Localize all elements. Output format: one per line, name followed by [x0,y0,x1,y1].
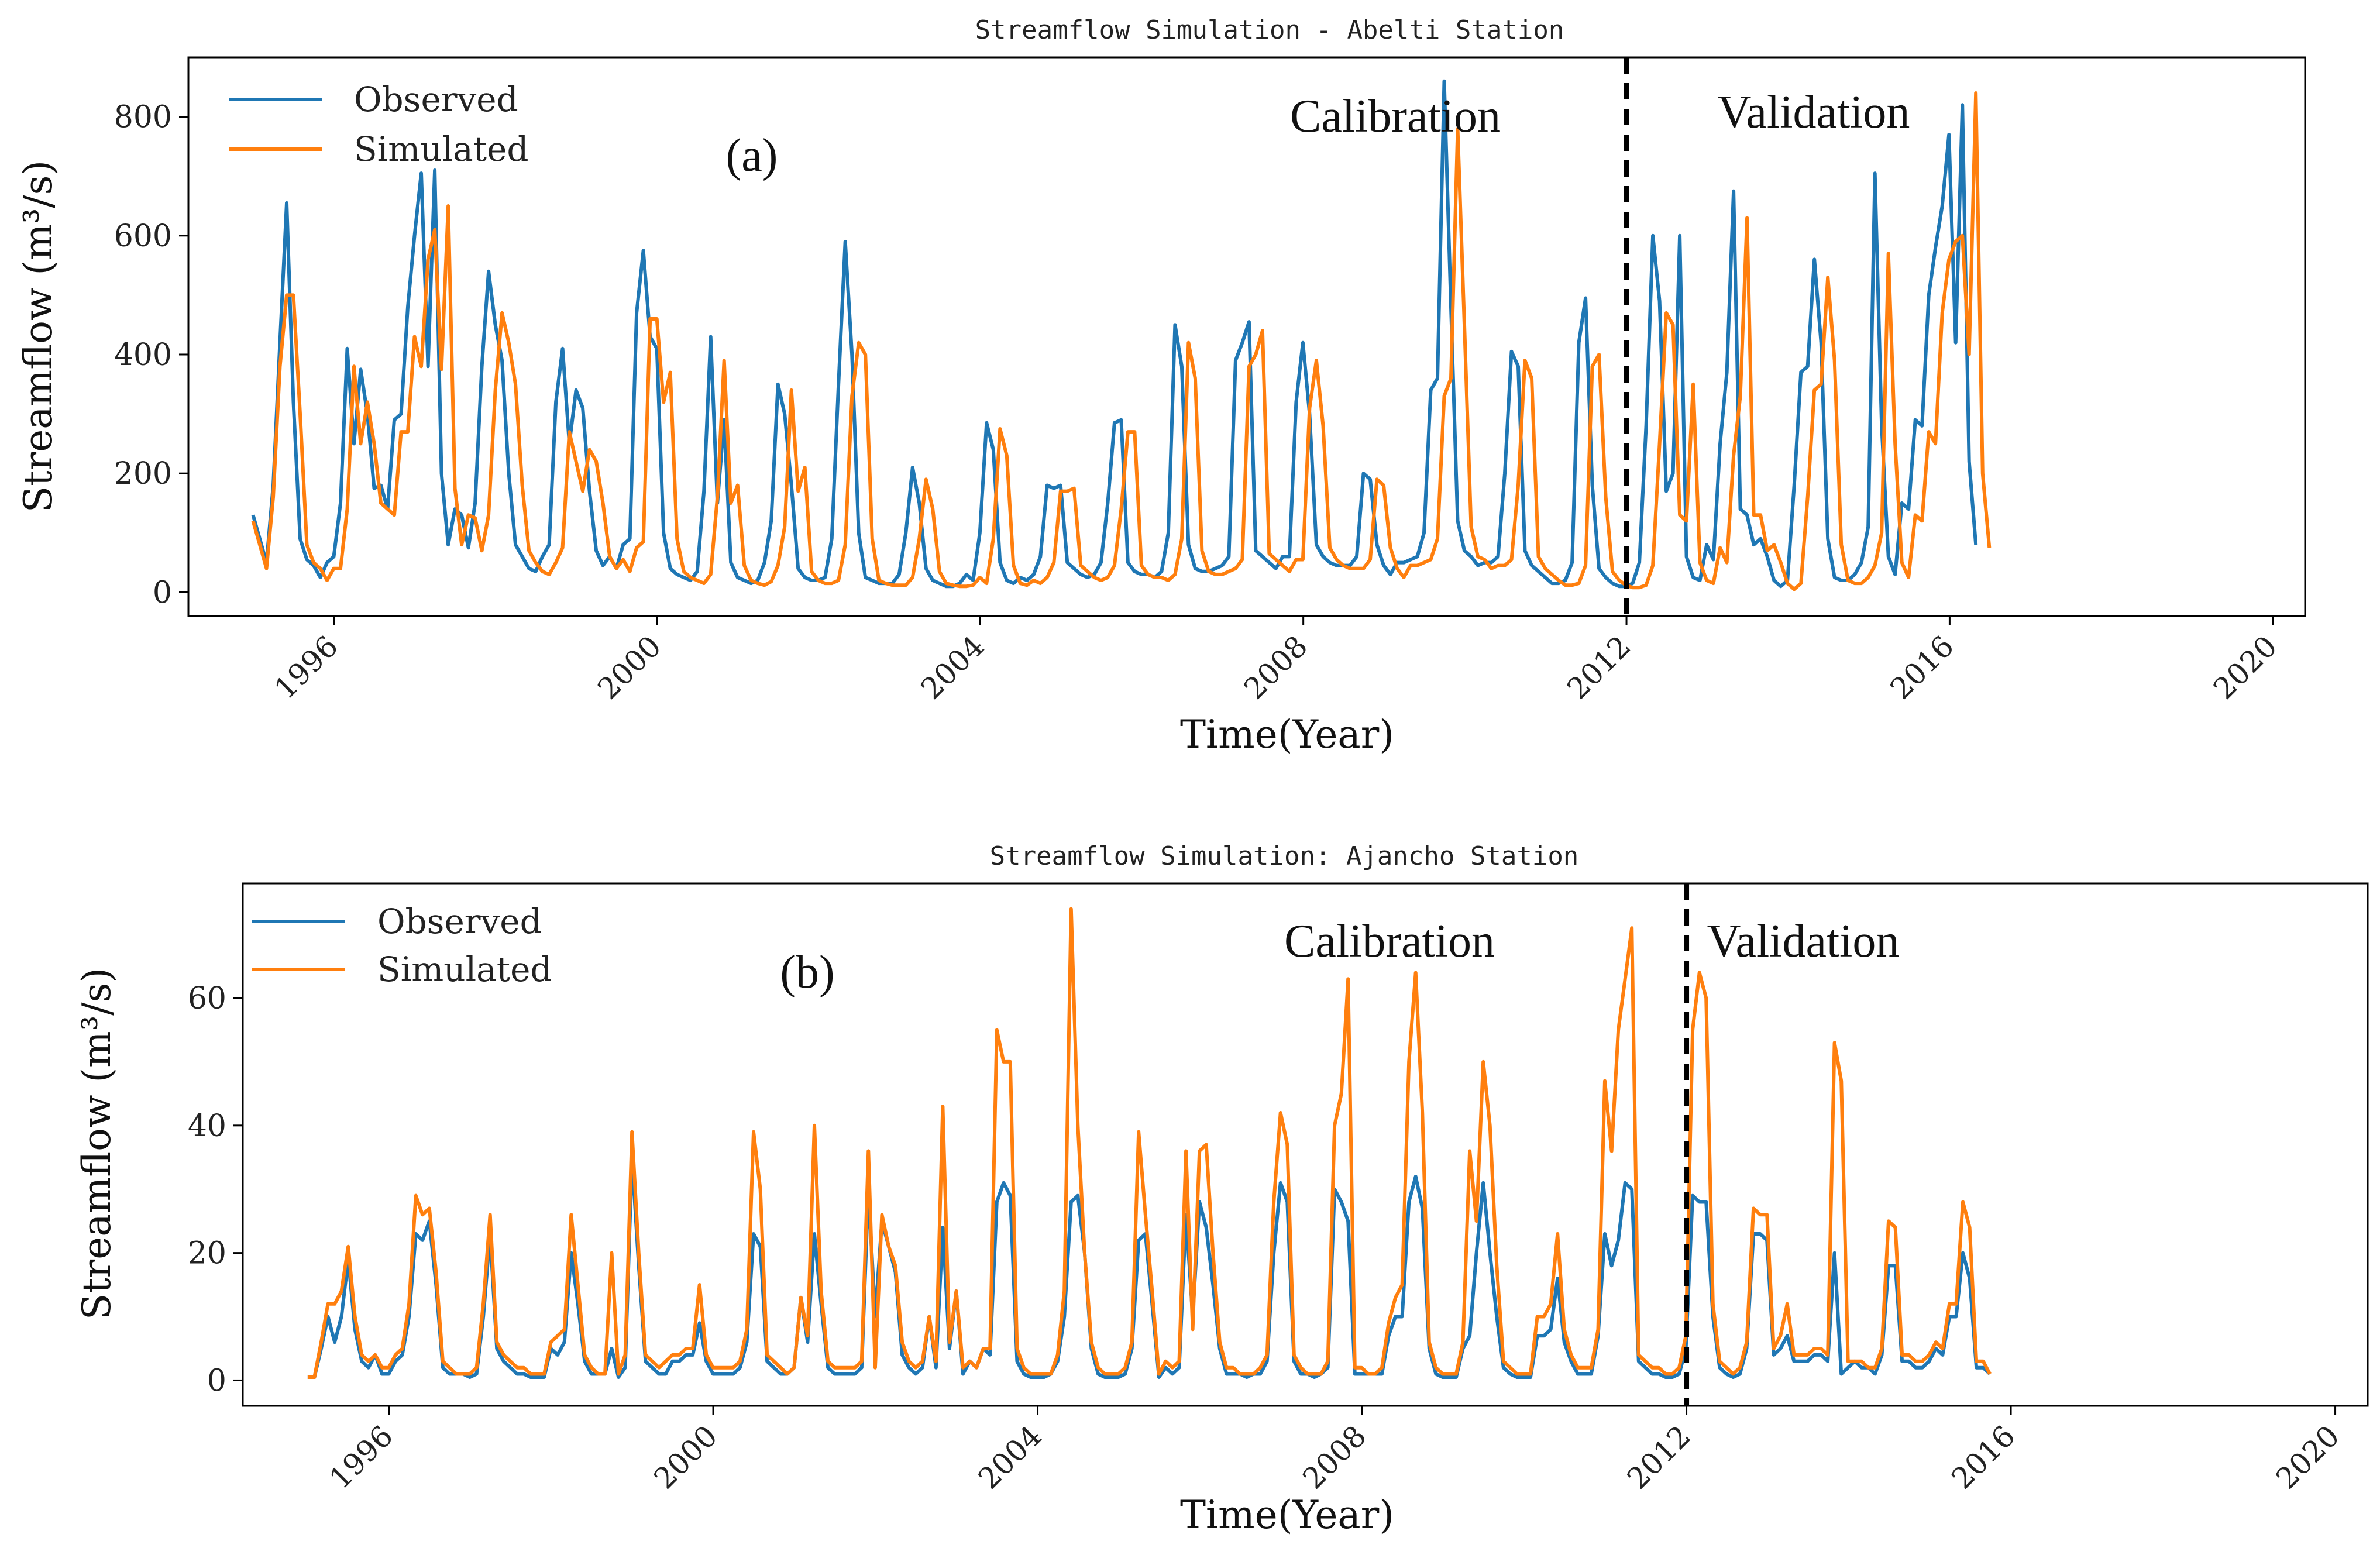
y-axis: 0 20 40 60 [188,981,243,1398]
x-axis-label: Time(Year) [1180,712,1394,757]
chart-panel-ajancho: Streamflow Simulation: Ajancho Station 0… [74,841,2369,1537]
y-tick-label: 800 [114,100,172,135]
y-axis-label: Streamflow (m³/s) [74,968,119,1320]
x-tick-label: 2012 [1561,629,1638,706]
chart-panel-abelti: Streamflow Simulation - Abelti Station 0… [16,15,2306,757]
x-tick-label: 2000 [591,629,668,706]
x-tick-label: 2004 [972,1419,1048,1495]
calibration-label: Calibration [1290,91,1501,142]
series-lines [251,79,1992,591]
series-line-simulated [307,907,1992,1379]
y-tick-label: 60 [188,981,226,1016]
x-tick-label: 2012 [1621,1419,1697,1495]
x-tick-label: 2020 [2207,629,2283,706]
x-tick-label: 2004 [914,629,991,706]
legend-label-simulated: Simulated [354,129,529,169]
x-tick-label: 1996 [268,629,345,706]
x-tick-label: 1996 [323,1419,400,1495]
plot-frame [187,56,2306,617]
series-line-observed [251,79,1978,589]
y-tick-label: 40 [188,1109,226,1144]
y-tick-label: 20 [188,1236,226,1271]
panel-label: (b) [780,947,834,998]
calibration-label: Calibration [1284,916,1495,967]
series-lines [307,907,1992,1379]
validation-label: Validation [1707,916,1900,967]
legend: Observed Simulated [229,80,529,169]
x-tick-label: 2016 [1945,1419,2022,1495]
x-axis: 1996 2000 2004 2008 2012 2016 2020 [323,1406,2346,1495]
y-tick-label: 200 [114,456,172,491]
x-axis-label: Time(Year) [1180,1492,1394,1537]
legend-label-observed: Observed [354,80,518,119]
legend: Observed Simulated [252,902,552,989]
plot-frame [242,882,2369,1407]
series-line-simulated [251,91,1992,591]
y-tick-label: 600 [114,219,172,254]
x-axis: 1996 2000 2004 2008 2012 2016 2020 [268,616,2283,706]
validation-label: Validation [1718,87,1910,138]
x-tick-label: 2020 [2269,1419,2346,1495]
chart-title: Streamflow Simulation: Ajancho Station [990,841,1579,871]
y-tick-label: 0 [153,575,172,610]
legend-label-observed: Observed [377,902,542,941]
x-tick-label: 2008 [1296,1419,1373,1495]
y-tick-label: 0 [207,1363,226,1398]
panel-label: (a) [726,130,778,181]
x-tick-label: 2000 [648,1419,724,1495]
y-axis: 0 200 400 600 800 [114,100,188,610]
x-tick-label: 2008 [1237,629,1314,706]
y-tick-label: 400 [114,338,172,373]
chart-title: Streamflow Simulation - Abelti Station [975,15,1564,45]
legend-label-simulated: Simulated [377,950,552,989]
x-tick-label: 2016 [1884,629,1961,706]
y-axis-label: Streamflow (m³/s) [16,160,61,512]
